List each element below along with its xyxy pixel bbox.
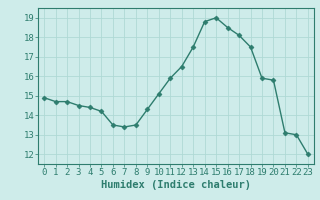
X-axis label: Humidex (Indice chaleur): Humidex (Indice chaleur)	[101, 180, 251, 190]
